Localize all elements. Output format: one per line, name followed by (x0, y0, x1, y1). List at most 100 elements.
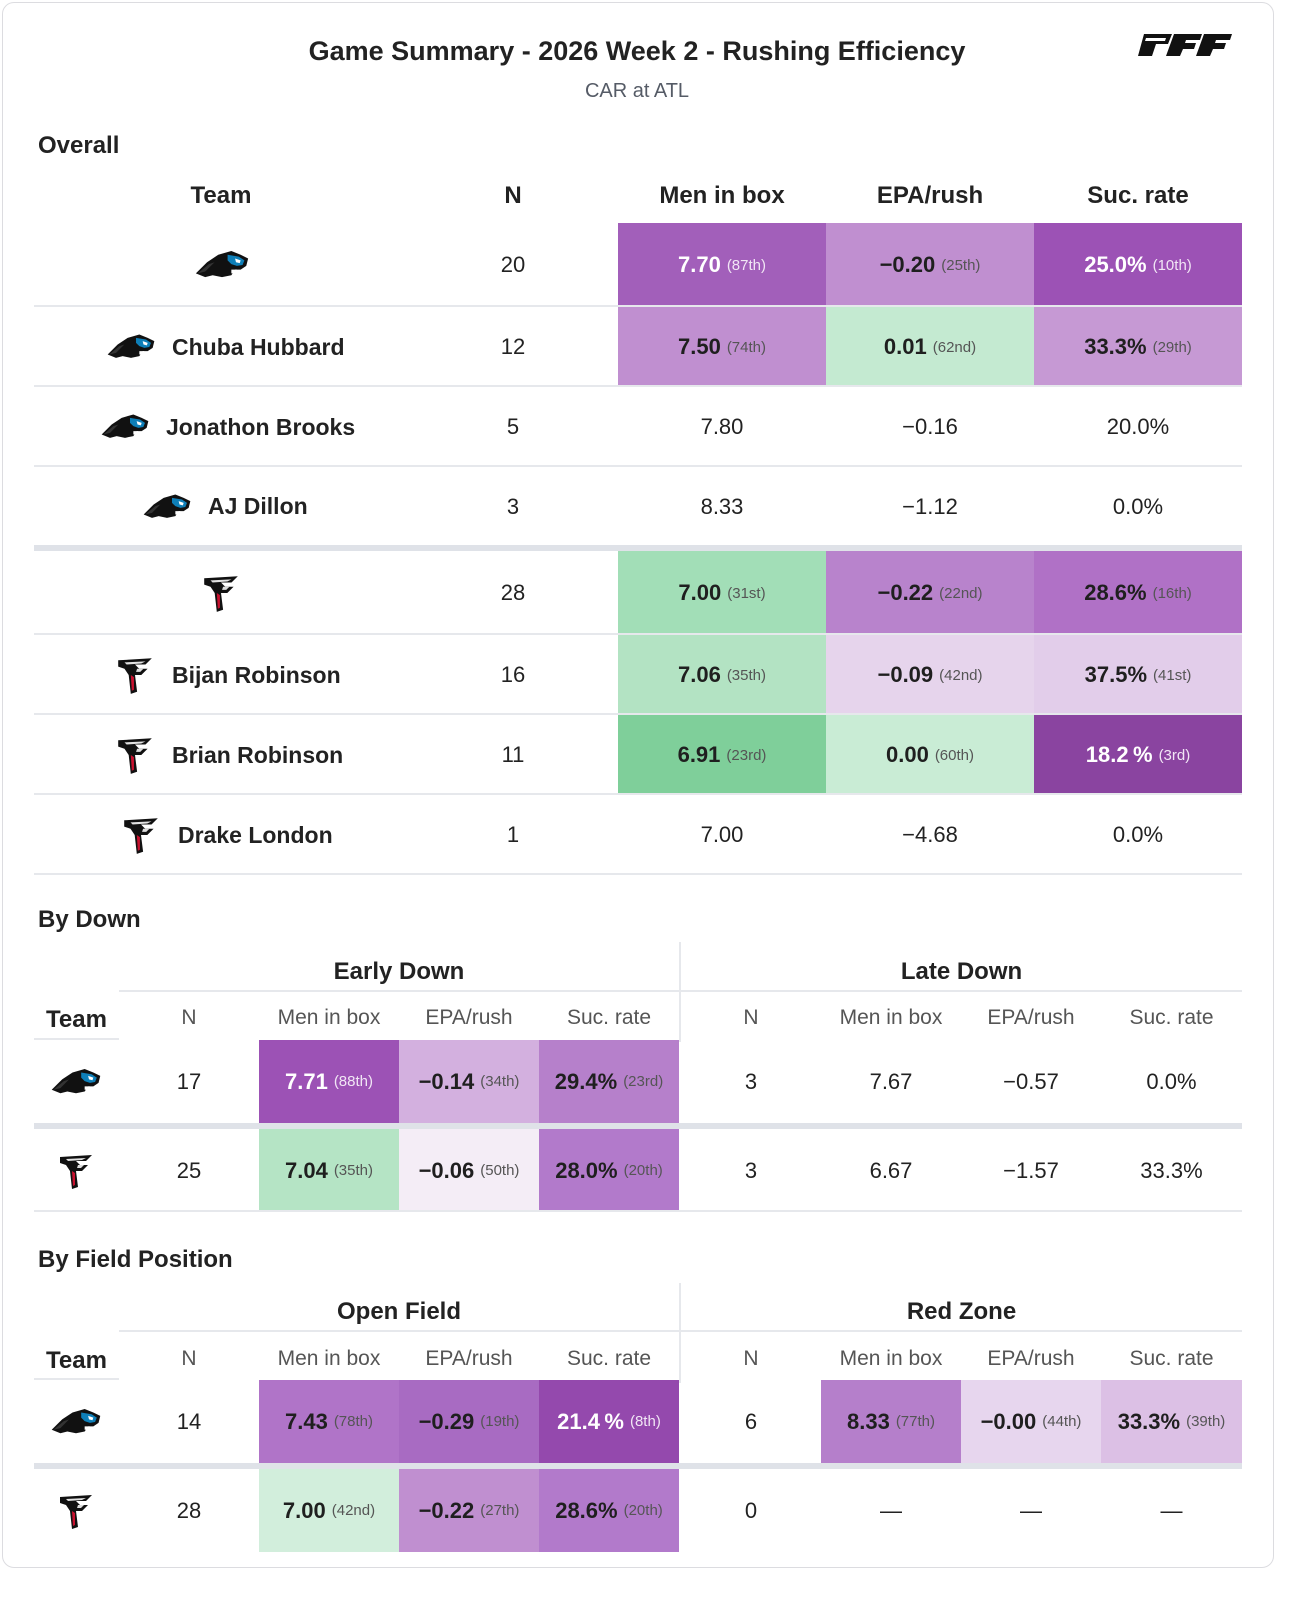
men-in-box-value: 7.71 (284, 1068, 328, 1094)
rank-label: (41st) (1153, 666, 1192, 684)
falcons-logo-icon (120, 814, 162, 856)
rank-label: (23rd) (623, 1073, 664, 1090)
page-title: Game Summary - 2026 Week 2 - Rushing Eff… (308, 36, 966, 66)
success-rate-value: 20.0% (1106, 414, 1170, 439)
rank-label: (8th) (629, 1413, 661, 1430)
epa-value: — (1020, 1497, 1042, 1523)
rank-label: (62nd) (932, 338, 977, 356)
col-header-n: N (181, 1347, 197, 1370)
rush-count: 16 (500, 662, 526, 687)
group-header-red-zone: Red Zone (906, 1298, 1017, 1325)
epa-value: −0.14 (418, 1068, 475, 1094)
epa-value: −0.57 (1003, 1068, 1059, 1094)
epa-value: −0.29 (418, 1408, 475, 1434)
rush-count: 20 (500, 252, 526, 277)
success-rate-value: 28.0% (555, 1157, 618, 1183)
success-rate-value: 28.6% (555, 1497, 618, 1523)
falcons-logo-icon (200, 572, 242, 614)
team-divider (34, 1463, 1242, 1469)
men-in-box-value: 6.91 (677, 742, 721, 767)
men-in-box-value: 7.80 (700, 414, 744, 439)
group-header-late-down: Late Down (900, 958, 1023, 985)
col-header-suc-rate: Suc. rate (566, 1347, 652, 1370)
rush-count: 3 (506, 493, 520, 519)
rank-label: (34th) (480, 1073, 520, 1090)
table-row: Chuba Hubbard 12 7.50 (74th) 0.01 (62nd) 3… (34, 307, 1242, 387)
epa-value: −0.16 (902, 414, 958, 439)
col-header-team: Team (190, 182, 252, 209)
table-row: Jonathon Brooks 5 7.80 −0.16 20.0% (34, 387, 1242, 467)
men-in-box-value: 6.67 (869, 1157, 913, 1183)
success-rate-value: 0.0% (1146, 1068, 1197, 1094)
col-header-men-in-box: Men in box (277, 1347, 381, 1370)
rank-label: (22nd) (939, 584, 983, 602)
success-rate-value: 33.3% (1117, 1408, 1181, 1434)
epa-value: −0.22 (418, 1497, 475, 1523)
player-name: Drake London (178, 821, 333, 848)
falcons-logo-icon (56, 1151, 96, 1191)
col-header-epa-rush: EPA/rush (425, 1347, 513, 1370)
rank-label: (35th) (726, 666, 766, 684)
table-row: Brian Robinson 11 6.91 (23rd) 0.00 (60th) … (34, 715, 1242, 795)
men-in-box-value: 7.00 (700, 822, 744, 847)
success-rate-value: 37.5% (1084, 662, 1148, 687)
group-divider (679, 942, 681, 1042)
table-row: 20 7.70 (87th) −0.20 (25th) 25.0% (10th) (34, 223, 1242, 307)
epa-value: −1.12 (902, 493, 958, 519)
rush-count: 11 (501, 742, 525, 767)
rank-label: (60th) (934, 746, 974, 764)
panthers-logo-icon (106, 332, 156, 362)
rank-label: (88th) (333, 1073, 373, 1090)
panthers-logo-icon (50, 1067, 102, 1097)
rush-count: 28 (500, 580, 526, 605)
men-in-box-value: 7.70 (677, 252, 721, 277)
player-name: Jonathon Brooks (166, 413, 356, 440)
table-row: 14 7.43 (78th) −0.29 (19th) 21.4 % (8th) 6 … (34, 1380, 1242, 1463)
col-header-team: Team (46, 1006, 107, 1033)
success-rate-value: 18.2 % (1085, 742, 1153, 767)
men-in-box-value: 7.06 (677, 662, 721, 687)
page-subtitle: CAR at ATL (584, 80, 690, 102)
rank-label: (31st) (727, 584, 766, 602)
men-in-box-value: 7.43 (284, 1408, 328, 1434)
men-in-box-value: 7.67 (869, 1068, 913, 1094)
success-rate-value: 0.0% (1112, 822, 1164, 847)
men-in-box-value: — (880, 1497, 902, 1523)
rank-label: (39th) (1186, 1413, 1226, 1430)
table-row: 28 7.00 (42nd) −0.22 (27th) 28.6% (20th) 0 … (34, 1469, 1242, 1552)
rush-count: 3 (744, 1157, 758, 1183)
table-row: AJ Dillon 3 8.33 −1.12 0.0% (34, 467, 1242, 546)
rank-label: (25th) (941, 256, 981, 274)
col-header-suc-rate: Suc. rate (1129, 1347, 1214, 1370)
group-divider (679, 1283, 681, 1383)
col-header-team: Team (46, 1347, 107, 1374)
rank-label: (20th) (623, 1162, 663, 1179)
rush-count: 28 (176, 1497, 202, 1523)
rank-label: (16th) (1152, 584, 1192, 602)
epa-value: −0.22 (877, 580, 934, 605)
panthers-logo-icon (142, 492, 192, 522)
rank-label: (19th) (480, 1413, 520, 1430)
success-rate-value: 29.4% (554, 1068, 618, 1094)
table-row: Bijan Robinson 16 7.06 (35th) −0.09 (42nd)… (34, 635, 1242, 715)
panthers-logo-icon (194, 249, 250, 281)
panthers-logo-icon (50, 1407, 102, 1437)
rush-count: 5 (506, 414, 520, 439)
rank-label: (50th) (480, 1162, 520, 1179)
col-header-n: N (504, 182, 522, 209)
table-row: 17 7.71 (88th) −0.14 (34th) 29.4% (23rd) 3 … (34, 1040, 1242, 1123)
rank-label: (78th) (333, 1413, 373, 1430)
rank-label: (35th) (333, 1162, 373, 1179)
epa-value: 0.01 (883, 334, 927, 359)
group-header-early-down: Early Down (333, 958, 465, 985)
pff-logo (1138, 34, 1232, 56)
player-name: Bijan Robinson (172, 661, 341, 688)
men-in-box-value: 7.04 (284, 1157, 328, 1183)
col-header-epa-rush: EPA/rush (987, 1347, 1075, 1370)
men-in-box-value: 7.00 (282, 1497, 326, 1523)
rush-count: 1 (506, 822, 520, 847)
col-header-suc-rate: Suc. rate (1087, 182, 1189, 209)
rush-count: 25 (176, 1157, 202, 1183)
section-title-overall: Overall (38, 132, 120, 159)
rush-count: 14 (176, 1408, 202, 1434)
